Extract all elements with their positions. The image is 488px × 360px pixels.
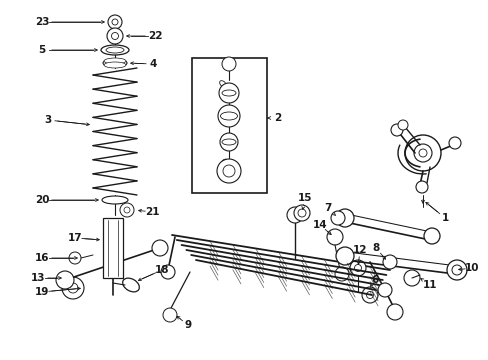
Circle shape: [69, 252, 81, 264]
Text: 6: 6: [370, 275, 378, 285]
Circle shape: [217, 159, 241, 183]
Text: 9: 9: [184, 320, 191, 330]
Text: 12: 12: [352, 245, 366, 255]
Circle shape: [386, 304, 402, 320]
Circle shape: [293, 205, 309, 221]
Text: 4: 4: [149, 59, 156, 69]
Ellipse shape: [219, 81, 226, 87]
Circle shape: [120, 203, 134, 217]
Ellipse shape: [106, 47, 124, 53]
Text: 16: 16: [35, 253, 49, 263]
Bar: [103, 218, 123, 278]
Circle shape: [451, 265, 461, 275]
Circle shape: [108, 15, 122, 29]
Ellipse shape: [222, 139, 236, 145]
Text: 23: 23: [35, 17, 49, 27]
Text: 8: 8: [372, 243, 379, 253]
Ellipse shape: [101, 45, 129, 55]
Circle shape: [349, 260, 365, 276]
Circle shape: [413, 144, 431, 162]
Bar: [192, 58, 266, 193]
Text: 22: 22: [147, 31, 162, 41]
Ellipse shape: [122, 278, 139, 292]
Circle shape: [68, 283, 78, 293]
Ellipse shape: [220, 112, 237, 120]
Text: 2: 2: [274, 113, 281, 123]
Circle shape: [330, 211, 345, 225]
Circle shape: [111, 32, 118, 40]
Text: 13: 13: [31, 273, 45, 283]
Circle shape: [297, 209, 305, 217]
Circle shape: [448, 137, 460, 149]
Ellipse shape: [103, 59, 127, 67]
Circle shape: [124, 207, 130, 213]
Circle shape: [56, 271, 74, 289]
Circle shape: [218, 105, 240, 127]
Circle shape: [112, 19, 118, 25]
Circle shape: [107, 28, 123, 44]
Ellipse shape: [104, 58, 126, 64]
Text: 3: 3: [44, 115, 52, 125]
Circle shape: [354, 265, 361, 271]
Text: 19: 19: [35, 287, 49, 297]
Circle shape: [220, 133, 238, 151]
Circle shape: [161, 265, 175, 279]
Ellipse shape: [222, 90, 236, 96]
Circle shape: [382, 255, 396, 269]
Circle shape: [361, 287, 377, 303]
Text: 10: 10: [464, 263, 478, 273]
Circle shape: [163, 308, 177, 322]
Circle shape: [152, 240, 168, 256]
Circle shape: [219, 83, 239, 103]
Circle shape: [62, 277, 84, 299]
Circle shape: [377, 283, 391, 297]
Text: 20: 20: [35, 195, 49, 205]
Circle shape: [404, 135, 440, 171]
Circle shape: [366, 292, 373, 298]
Text: 7: 7: [324, 203, 331, 213]
Circle shape: [326, 229, 342, 245]
Text: 14: 14: [312, 220, 326, 230]
Circle shape: [286, 207, 303, 223]
Circle shape: [415, 181, 427, 193]
Circle shape: [334, 267, 348, 281]
Circle shape: [390, 124, 402, 136]
Text: 21: 21: [144, 207, 159, 217]
Circle shape: [223, 165, 235, 177]
Circle shape: [335, 247, 353, 265]
Text: 15: 15: [297, 193, 312, 203]
Circle shape: [423, 228, 439, 244]
Circle shape: [403, 270, 419, 286]
Ellipse shape: [104, 62, 126, 68]
Text: 11: 11: [422, 280, 436, 290]
Circle shape: [418, 149, 426, 157]
Ellipse shape: [221, 159, 226, 165]
Circle shape: [222, 57, 236, 71]
Text: 1: 1: [441, 213, 447, 223]
Circle shape: [335, 209, 353, 227]
Text: 18: 18: [154, 265, 169, 275]
Text: 17: 17: [67, 233, 82, 243]
Text: 5: 5: [38, 45, 45, 55]
Circle shape: [397, 120, 407, 130]
Circle shape: [446, 260, 466, 280]
Ellipse shape: [102, 196, 128, 204]
